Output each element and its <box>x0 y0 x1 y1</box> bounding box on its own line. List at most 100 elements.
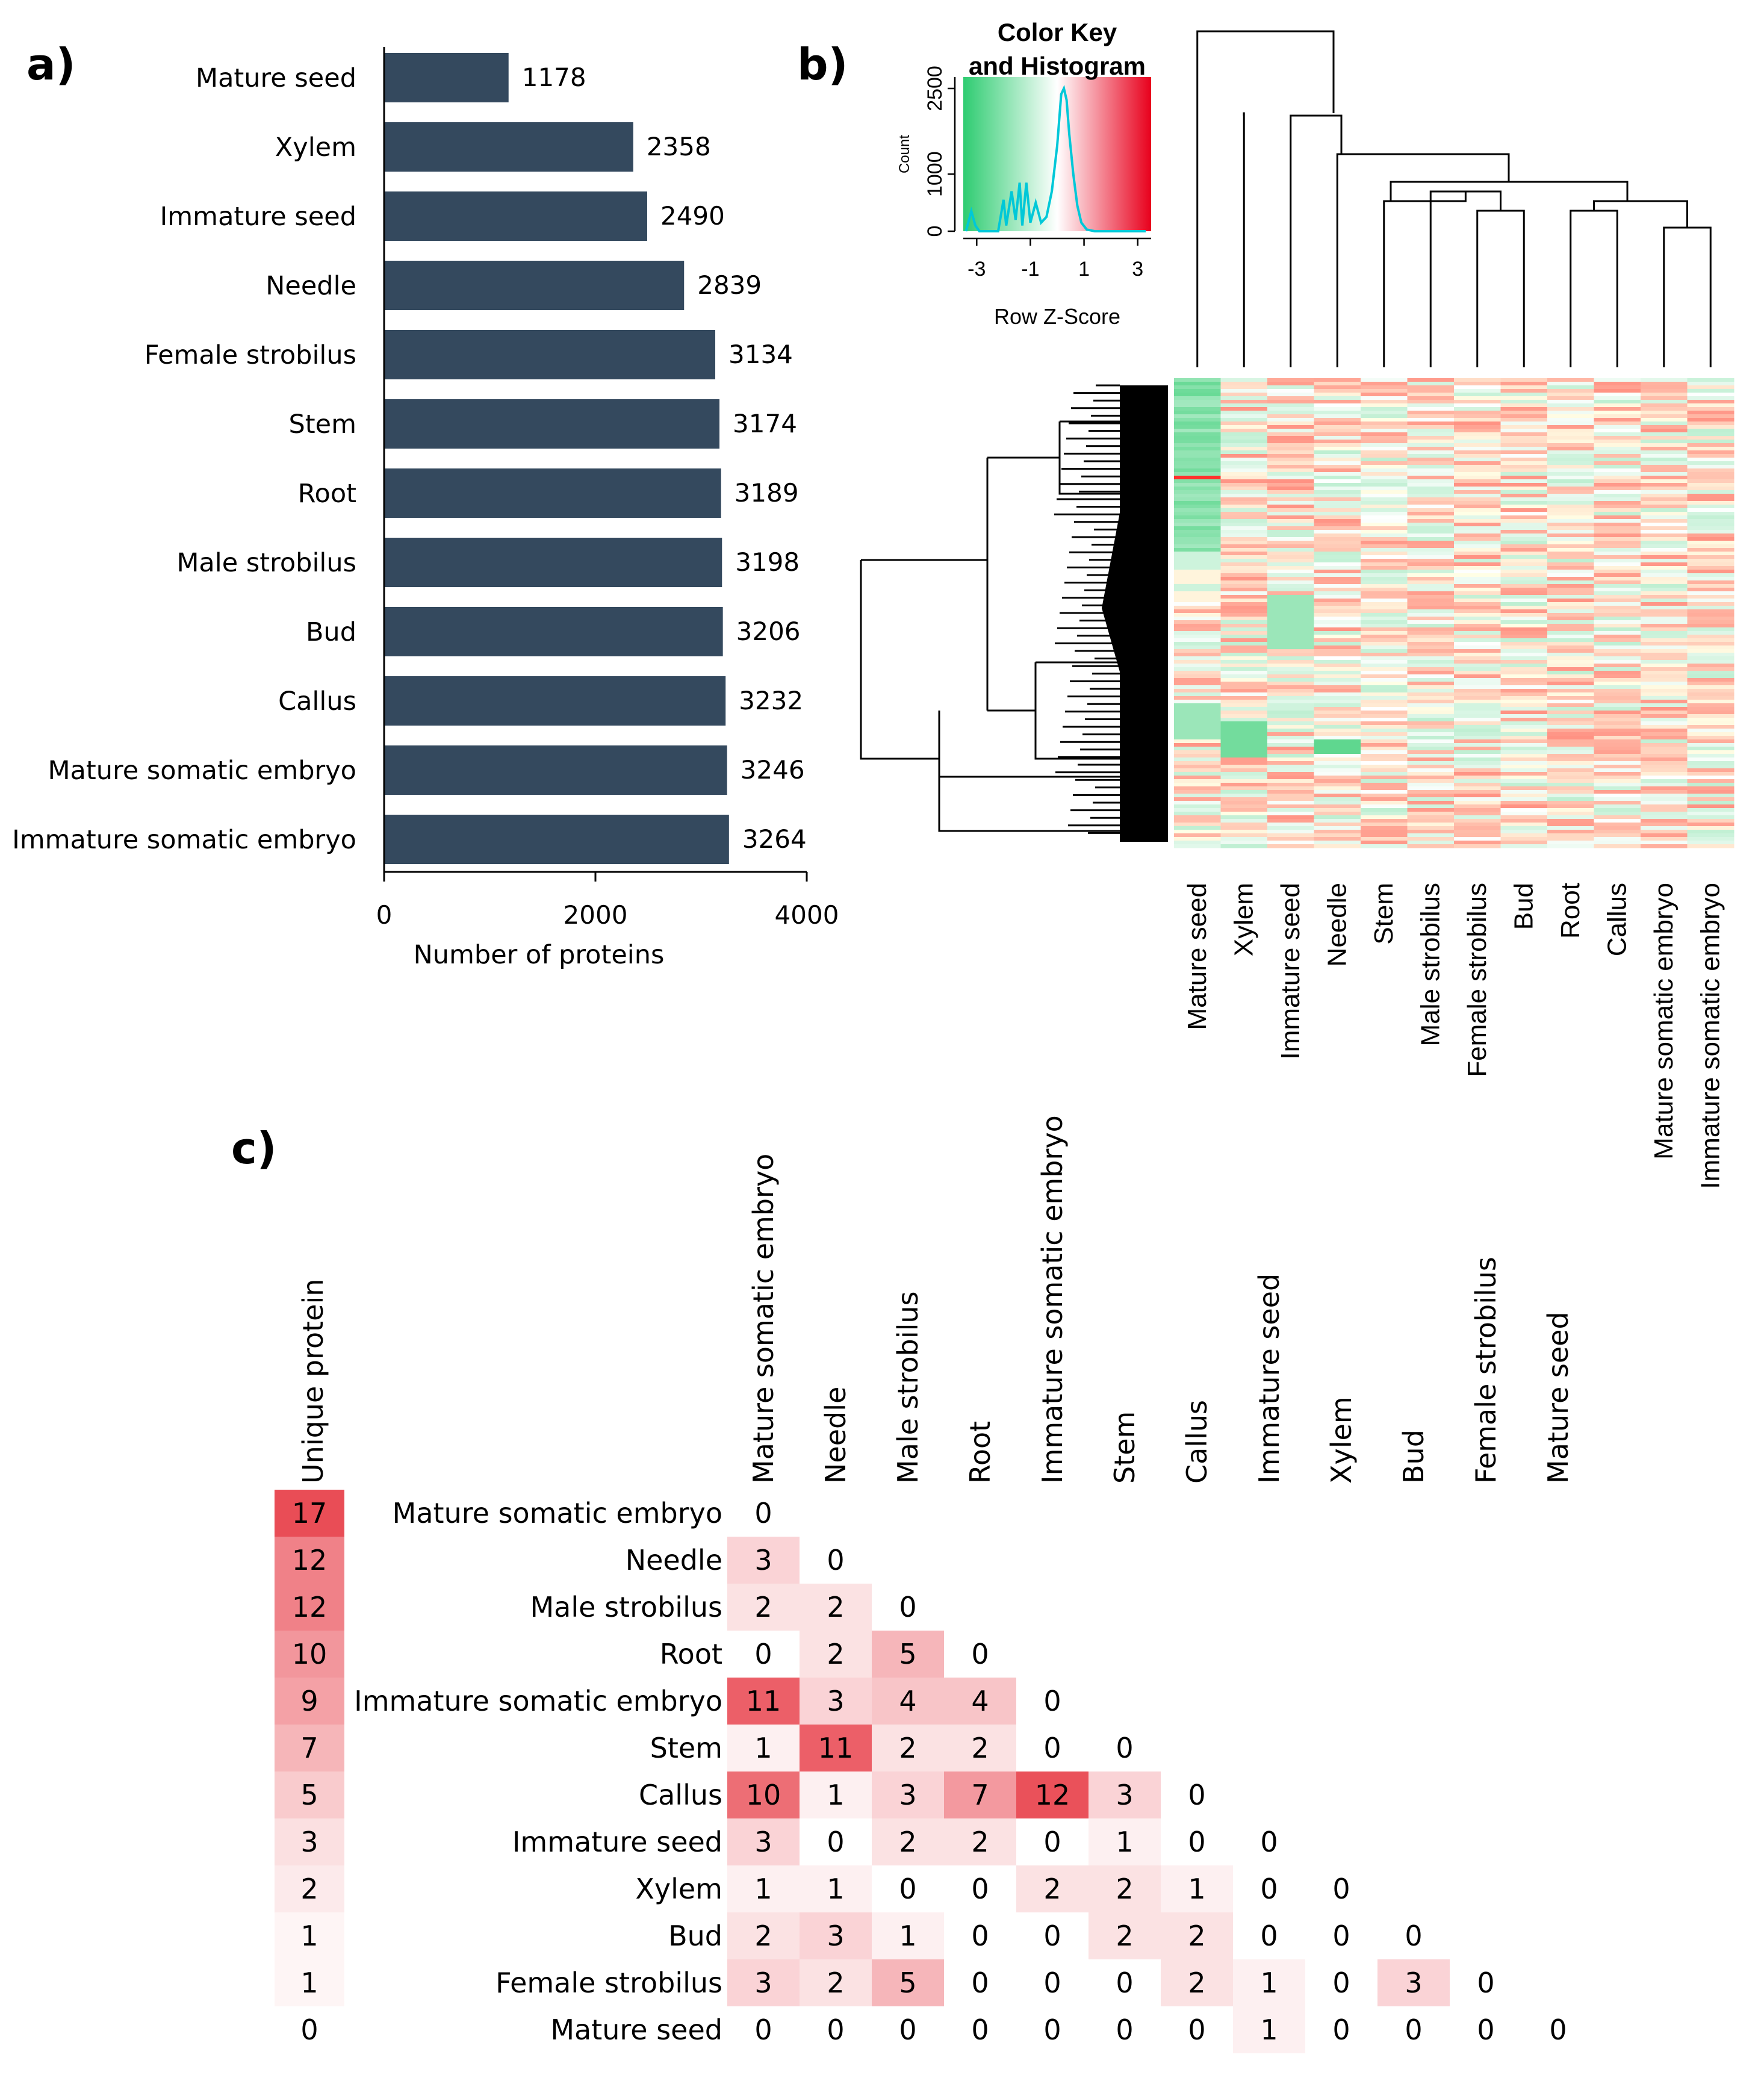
heatmap-cell <box>1314 537 1361 541</box>
heatmap-cell <box>1267 841 1314 845</box>
heatmap-cell <box>1454 396 1501 400</box>
heatmap-cell <box>1267 844 1314 848</box>
heatmap-cell <box>1687 606 1734 610</box>
heatmap-column-label: Female strobilus <box>1462 883 1492 1077</box>
heatmap-cell <box>1220 656 1268 661</box>
heatmap-cell <box>1454 794 1501 798</box>
heatmap-cell <box>1641 638 1688 642</box>
heatmap-cell <box>1267 443 1314 447</box>
matrix-value: 0 <box>1188 1826 1205 1858</box>
heatmap-cell <box>1361 761 1408 765</box>
heatmap-cell <box>1500 396 1548 400</box>
heatmap-cell <box>1454 750 1501 754</box>
heatmap-cell <box>1641 783 1688 787</box>
heatmap-cell <box>1407 494 1455 498</box>
matrix-value: 0 <box>1332 1920 1350 1952</box>
heatmap-cell <box>1174 447 1221 451</box>
unique-value: 3 <box>300 1826 318 1858</box>
heatmap-cell <box>1220 808 1268 812</box>
heatmap-cell <box>1220 682 1268 686</box>
heatmap-cell <box>1361 841 1408 845</box>
heatmap-cell <box>1314 552 1361 556</box>
heatmap-cell <box>1500 743 1548 747</box>
heatmap-cell <box>1454 620 1501 624</box>
matrix-value: 0 <box>1043 1732 1061 1764</box>
matrix-value: 0 <box>971 1873 989 1905</box>
heatmap-cell <box>1407 609 1455 614</box>
matrix-cell <box>1016 1818 1089 1865</box>
color-key-x-tick-label: -1 <box>1021 258 1039 281</box>
heatmap-cell <box>1314 396 1361 400</box>
heatmap-cell <box>1641 678 1688 682</box>
heatmap-cell <box>1500 830 1548 834</box>
heatmap-cell <box>1361 458 1408 462</box>
heatmap-cell <box>1547 797 1594 801</box>
heatmap-cell <box>1687 515 1734 520</box>
heatmap-cell <box>1454 490 1501 494</box>
heatmap-cell <box>1220 515 1268 520</box>
heatmap-cell <box>1407 606 1455 610</box>
heatmap-cell <box>1454 562 1501 567</box>
unique-cell <box>275 1865 344 1912</box>
heatmap-cell <box>1174 487 1221 491</box>
heatmap-cell <box>1547 729 1594 733</box>
heatmap-cell <box>1547 552 1594 556</box>
matrix-value: 12 <box>1035 1779 1070 1811</box>
matrix-cell <box>1305 1912 1377 1959</box>
heatmap-cell <box>1687 613 1734 617</box>
heatmap-cell <box>1641 671 1688 675</box>
heatmap-cell <box>1361 678 1408 682</box>
heatmap-cell <box>1594 721 1641 726</box>
heatmap-cell <box>1267 548 1314 552</box>
matrix-cell <box>1089 1865 1161 1912</box>
heatmap-cell <box>1174 747 1221 751</box>
heatmap-cell <box>1594 790 1641 794</box>
heatmap-cell <box>1687 725 1734 729</box>
heatmap-cell <box>1454 765 1501 769</box>
heatmap-cell <box>1594 580 1641 585</box>
heatmap-cell <box>1547 660 1594 664</box>
heatmap-cell <box>1314 823 1361 827</box>
heatmap-cell <box>1687 660 1734 664</box>
heatmap-cell <box>1594 494 1641 498</box>
heatmap-cell <box>1594 664 1641 668</box>
row-dendrogram-trunk <box>860 456 1060 801</box>
heatmap-cell <box>1454 505 1501 509</box>
heatmap-cell <box>1220 530 1268 534</box>
heatmap-cell <box>1174 819 1221 823</box>
heatmap-cell <box>1361 606 1408 610</box>
heatmap-cell <box>1594 743 1641 747</box>
heatmap-cell <box>1361 447 1408 451</box>
matrix-value: 1 <box>899 1920 916 1952</box>
heatmap-cell <box>1454 747 1501 751</box>
heatmap-cell <box>1594 649 1641 653</box>
heatmap-cell <box>1500 725 1548 729</box>
heatmap-cell <box>1267 458 1314 462</box>
unique-value: 2 <box>300 1873 318 1905</box>
heatmap-cell <box>1500 620 1548 624</box>
heatmap-cell <box>1361 440 1408 444</box>
heatmap-cell <box>1361 501 1408 505</box>
heatmap-cell <box>1220 823 1268 827</box>
heatmap-cell <box>1407 400 1455 404</box>
row-label: Needle <box>626 1544 722 1576</box>
heatmap-cell <box>1594 497 1641 502</box>
heatmap-cell <box>1267 468 1314 473</box>
heatmap-cell <box>1174 794 1221 798</box>
heatmap-cell <box>1407 660 1455 664</box>
heatmap-cell <box>1687 739 1734 744</box>
heatmap-cell <box>1314 555 1361 559</box>
heatmap-cell <box>1314 642 1361 646</box>
heatmap-cell <box>1500 638 1548 642</box>
heatmap-cell <box>1547 458 1594 462</box>
heatmap-cell <box>1220 544 1268 549</box>
heatmap-cell <box>1641 421 1688 426</box>
heatmap-cell <box>1220 732 1268 736</box>
heatmap-cell <box>1687 508 1734 512</box>
heatmap-cell <box>1361 812 1408 816</box>
heatmap-cell <box>1594 414 1641 418</box>
heatmap-cell <box>1687 472 1734 476</box>
heatmap-cell <box>1267 671 1314 675</box>
heatmap-cell <box>1174 804 1221 809</box>
heatmap-cell <box>1314 794 1361 798</box>
